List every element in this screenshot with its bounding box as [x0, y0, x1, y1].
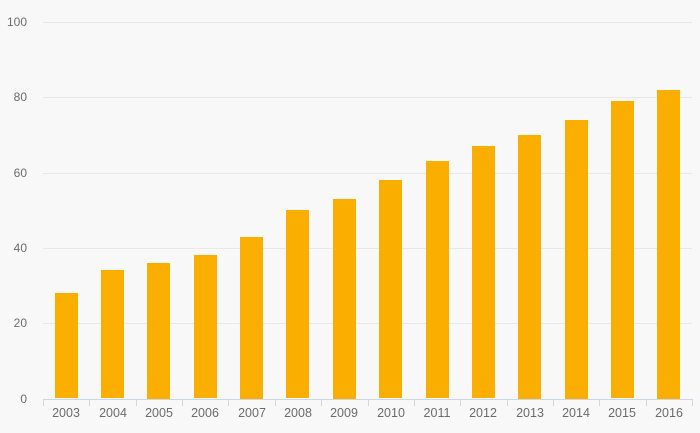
y-axis-label: 80 — [13, 90, 27, 104]
gridline — [43, 248, 692, 249]
x-axis-label: 2014 — [562, 406, 590, 420]
y-axis-label: 20 — [13, 316, 27, 330]
x-axis-label: 2005 — [145, 406, 173, 420]
bar-2008[interactable] — [286, 210, 309, 398]
bar-2009[interactable] — [333, 199, 356, 399]
bar-2014[interactable] — [565, 120, 588, 399]
x-axis-label: 2012 — [469, 406, 497, 420]
y-axis-label: 40 — [13, 241, 27, 255]
x-axis-tick — [89, 400, 90, 406]
x-axis-label: 2003 — [52, 406, 80, 420]
gridline — [43, 97, 692, 98]
x-axis-label: 2006 — [191, 406, 219, 420]
bar-2013[interactable] — [518, 135, 541, 399]
y-axis-label: 100 — [6, 15, 27, 29]
x-axis-label: 2004 — [99, 406, 127, 420]
bar-2007[interactable] — [240, 237, 263, 399]
x-axis-label: 2013 — [516, 406, 544, 420]
bar-2003[interactable] — [55, 293, 78, 398]
bar-2004[interactable] — [101, 270, 124, 398]
x-axis-tick — [136, 400, 137, 406]
x-axis-label: 2016 — [655, 406, 683, 420]
x-axis-tick — [368, 400, 369, 406]
x-axis-label: 2009 — [330, 406, 358, 420]
bar-2005[interactable] — [147, 263, 170, 399]
x-axis-label: 2008 — [284, 406, 312, 420]
bar-2010[interactable] — [379, 180, 402, 398]
x-axis-line — [43, 399, 693, 400]
x-axis-label: 2011 — [423, 406, 451, 420]
x-axis-label: 2015 — [608, 406, 636, 420]
bar-2012[interactable] — [472, 146, 495, 398]
x-axis-tick — [182, 400, 183, 406]
x-axis-tick — [599, 400, 600, 406]
x-axis-tick — [414, 400, 415, 406]
y-axis-label: 60 — [13, 166, 27, 180]
x-axis-tick — [228, 400, 229, 406]
x-axis-tick — [507, 400, 508, 406]
x-axis-tick — [460, 400, 461, 406]
x-axis-tick — [321, 400, 322, 406]
gridline — [43, 22, 692, 23]
x-axis-tick — [275, 400, 276, 406]
x-axis-label: 2007 — [238, 406, 266, 420]
bar-2006[interactable] — [194, 255, 217, 398]
y-axis-label: 0 — [20, 392, 27, 406]
bar-2016[interactable] — [657, 90, 680, 399]
x-axis-tick — [553, 400, 554, 406]
bar-2015[interactable] — [611, 101, 634, 398]
x-axis-label: 2010 — [377, 406, 405, 420]
x-axis-tick — [43, 400, 44, 406]
x-axis-tick — [646, 400, 647, 406]
bar-2011[interactable] — [426, 161, 449, 398]
gridline — [43, 173, 692, 174]
x-axis-tick — [692, 400, 693, 406]
gridline — [43, 323, 692, 324]
